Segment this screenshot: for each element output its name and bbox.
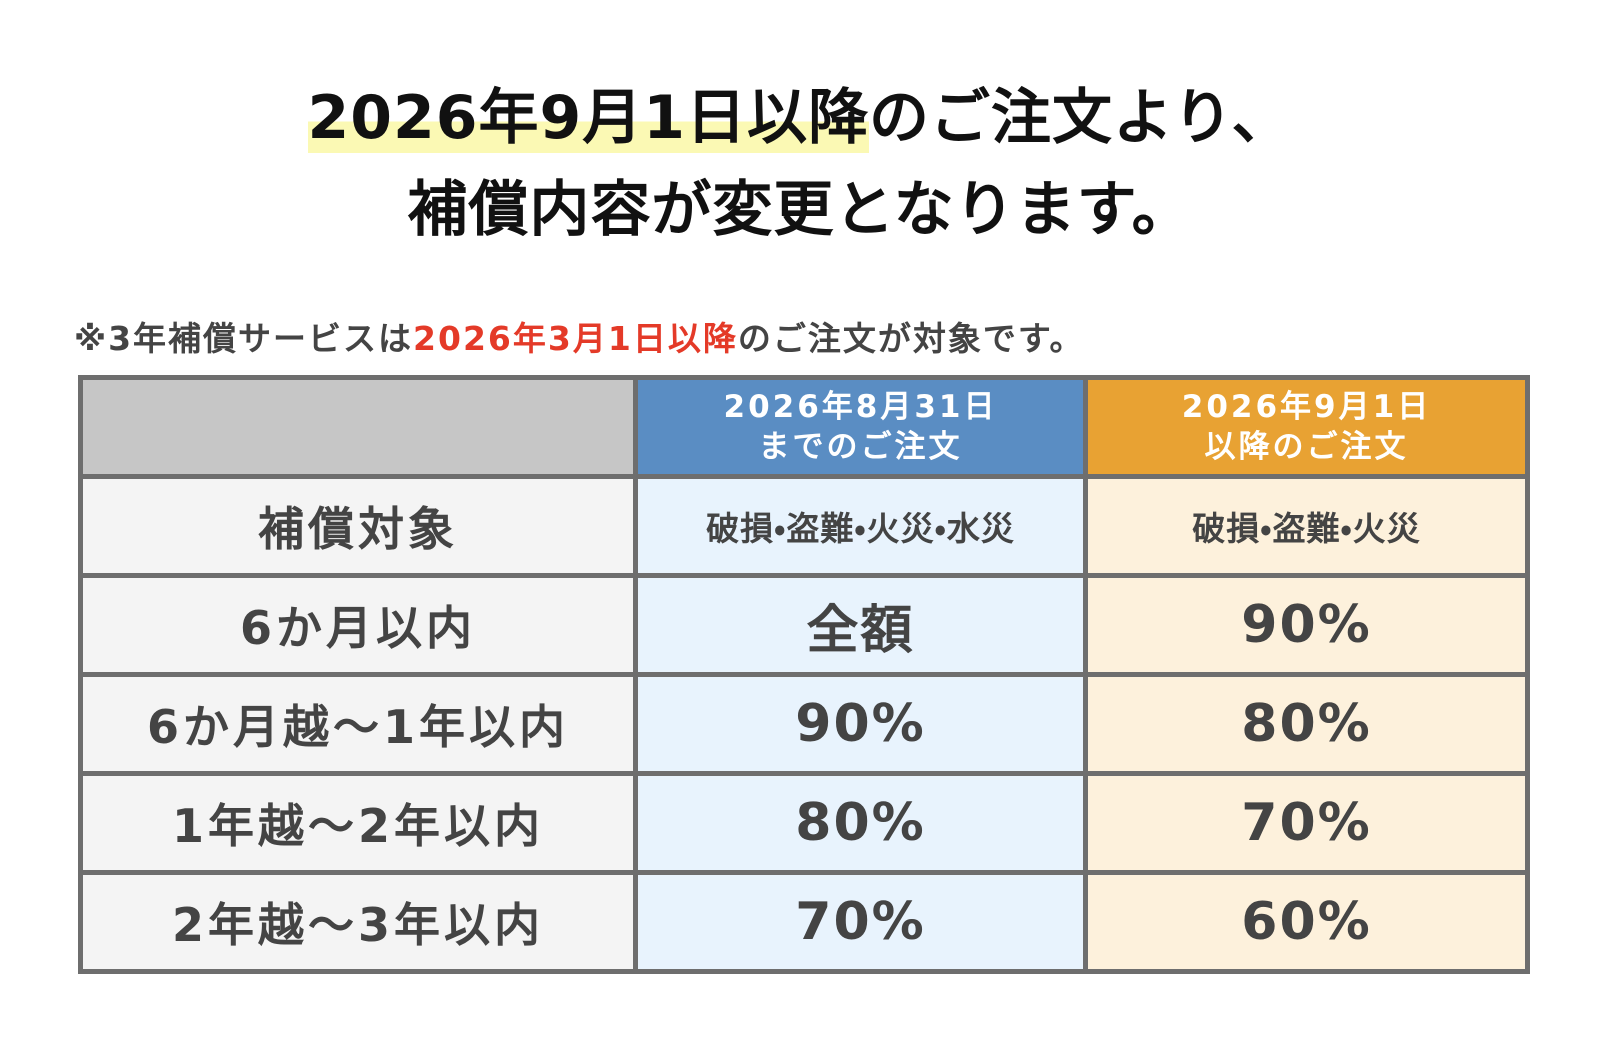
header-cell: 2026年9月1日 以降のご注文	[1083, 375, 1530, 479]
table-cell: 90%	[633, 672, 1088, 776]
note-emphasis: 2026年3月1日以降	[413, 319, 738, 358]
table-cell: 80%	[633, 771, 1088, 875]
row-label: 2年越～3年以内	[78, 870, 638, 974]
note-text: のご注文が対象です。	[737, 319, 1085, 358]
table-row: 6か月越～1年以内 90% 80%	[78, 672, 1530, 776]
row-label: 6か月以内	[78, 573, 638, 677]
table-cell: 破損・盗難・火災	[1083, 474, 1530, 578]
table-cell: 破損・盗難・火災・水災	[633, 474, 1088, 578]
row-label: 補償対象	[78, 474, 638, 578]
table-row: 1年越～2年以内 80% 70%	[78, 771, 1530, 875]
table-cell: 80%	[1083, 672, 1530, 776]
note-text: ※3年補償サービスは	[74, 319, 414, 358]
table-cell: 全額	[633, 573, 1088, 677]
table-row: 2年越～3年以内 70% 60%	[78, 870, 1530, 974]
row-label: 1年越～2年以内	[78, 771, 638, 875]
header-line: までのご注文	[758, 429, 963, 465]
table-cell: 60%	[1083, 870, 1530, 974]
headline-highlight: 2026年9月1日以降	[307, 83, 870, 153]
headline-rest: のご注文より、	[869, 83, 1293, 153]
table-row: 6か月以内 全額 90%	[78, 573, 1530, 677]
table-row: 補償対象 破損・盗難・火災・水災 破損・盗難・火災	[78, 474, 1530, 578]
table-cell: 70%	[633, 870, 1088, 974]
header-cell: 2026年8月31日 までのご注文	[633, 375, 1088, 479]
headline-line2: 補償内容が変更となります。	[407, 175, 1193, 245]
header-line: 2026年9月1日	[1181, 389, 1432, 425]
compensation-table: 2026年8月31日 までのご注文 2026年9月1日 以降のご注文 補償対象 破損・…	[78, 375, 1530, 974]
row-label: 6か月越～1年以内	[78, 672, 638, 776]
table-cell: 90%	[1083, 573, 1530, 677]
header-row: 2026年8月31日 までのご注文 2026年9月1日 以降のご注文	[78, 375, 1530, 479]
header-blank	[78, 375, 638, 479]
header-line: 以降のご注文	[1204, 429, 1409, 465]
headline: 2026年9月1日以降のご注文より、 補償内容が変更となります。	[0, 72, 1600, 256]
header-line: 2026年8月31日	[723, 389, 998, 425]
note: ※3年補償サービスは2026年3月1日以降のご注文が対象です。	[74, 312, 1085, 360]
table-body: 補償対象 破損・盗難・火災・水災 破損・盗難・火災 6か月以内 全額 90% 6か月越～1年…	[78, 474, 1530, 974]
table-cell: 70%	[1083, 771, 1530, 875]
